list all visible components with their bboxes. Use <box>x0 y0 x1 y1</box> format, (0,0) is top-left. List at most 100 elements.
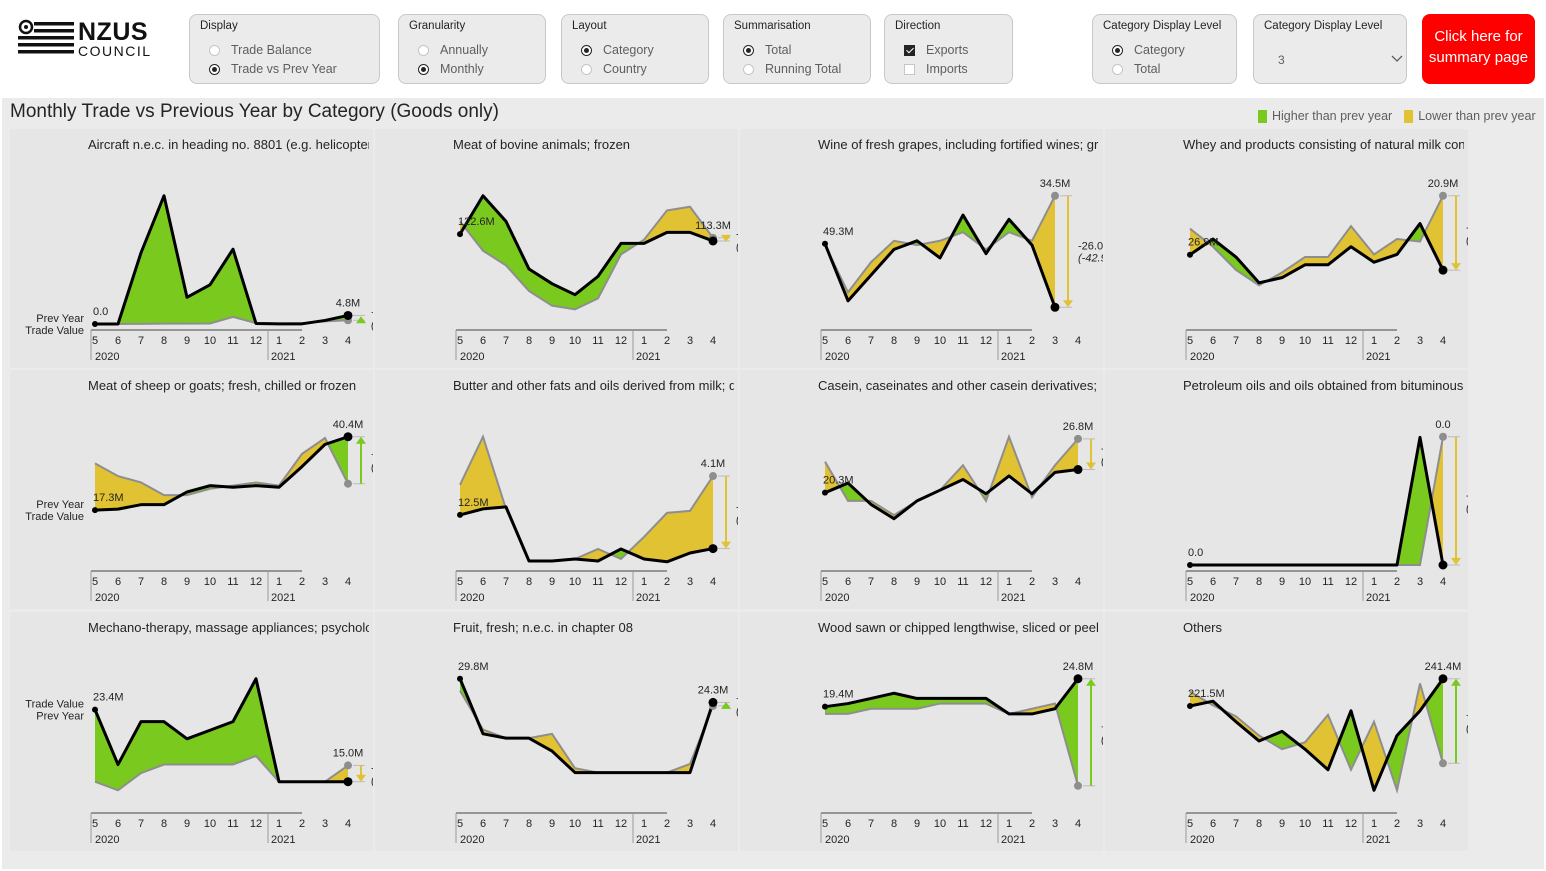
trade-value-end-marker <box>708 544 718 554</box>
chart-title: Casein, caseinates and other casein deri… <box>818 378 1103 393</box>
category-chart-panel[interactable]: Aircraft n.e.c. in heading no. 8801 (e.g… <box>10 129 373 368</box>
year-label: 2021 <box>271 592 295 604</box>
x-tick-label: 2 <box>1029 818 1035 830</box>
category-chart-panel[interactable]: Fruit, fresh; n.e.c. in chapter 08 +759.9… <box>375 612 738 851</box>
trade-value-start-marker <box>822 703 828 710</box>
slicer-option-country[interactable]: Country <box>581 60 647 78</box>
radio-checked-icon[interactable] <box>418 63 429 75</box>
category-chart-panel[interactable]: Meat of sheep or goats; fresh, chilled o… <box>10 370 373 609</box>
difference-area <box>1374 721 1387 791</box>
higher-swatch-icon <box>1258 109 1267 123</box>
radio-checked-icon[interactable] <box>581 44 592 56</box>
slicer-option-label: Trade vs Prev Year <box>231 62 337 76</box>
slicer-option-exports[interactable]: Exports <box>904 41 968 59</box>
trade-chart: Aircraft n.e.c. in heading no. 8801 (e.g… <box>25 137 373 363</box>
category-chart-panel[interactable]: Casein, caseinates and other casein deri… <box>740 370 1103 609</box>
x-tick-label: 1 <box>1371 818 1377 830</box>
slicer-option-label: Imports <box>926 62 968 76</box>
category-level-dropdown[interactable]: 3 <box>1264 49 1416 71</box>
x-tick-label: 11 <box>1322 576 1333 588</box>
delta-up-arrow-icon <box>1086 678 1096 686</box>
delta-percent: (-42.9%) <box>1078 253 1103 265</box>
x-tick-label: 8 <box>891 576 897 588</box>
difference-area <box>917 698 940 709</box>
lower-swatch-icon <box>1404 109 1414 123</box>
slicer-option-category[interactable]: Category <box>1112 41 1185 59</box>
slicer-option-total[interactable]: Total <box>1112 60 1160 78</box>
slicer-title: Summarisation <box>734 20 811 32</box>
trade-chart: Wine of fresh grapes, including fortifie… <box>818 137 1103 363</box>
difference-area <box>506 221 529 292</box>
category-chart-panel[interactable]: Wine of fresh grapes, including fortifie… <box>740 129 1103 368</box>
x-tick-label: 6 <box>845 576 851 588</box>
radio-unchecked-icon[interactable] <box>418 44 429 56</box>
slicer-title: Layout <box>572 20 607 32</box>
x-tick-label: 9 <box>549 576 555 588</box>
radio-unchecked-icon[interactable] <box>743 63 754 75</box>
x-tick-label: 5 <box>1187 818 1193 830</box>
x-tick-label: 10 <box>934 576 946 588</box>
x-tick-label: 1 <box>1006 335 1012 347</box>
difference-area <box>989 436 1009 492</box>
checkbox-checked-icon[interactable] <box>904 44 915 56</box>
delta-value: +14.8M <box>371 449 373 461</box>
x-tick-label: 2 <box>1394 335 1400 347</box>
checkbox-unchecked-icon[interactable] <box>904 63 915 75</box>
category-chart-panel[interactable]: Mechano-therapy, massage appliances; psy… <box>10 612 373 851</box>
summary-button-line2: summary page <box>1428 49 1529 66</box>
previous-year-end-marker <box>709 472 717 481</box>
trade-value-start-marker <box>1187 562 1193 568</box>
x-tick-label: 2 <box>664 335 670 347</box>
slicer-option-running-total[interactable]: Running Total <box>743 60 841 78</box>
category-chart-panel[interactable]: Wood sawn or chipped lengthwise, sliced … <box>740 612 1103 851</box>
radio-unchecked-icon[interactable] <box>209 44 220 56</box>
trade-chart: Whey and products consisting of natural … <box>1183 137 1468 363</box>
last-value-label: 113.3M <box>695 220 731 232</box>
slicer-option-trade-vs-prev-year[interactable]: Trade vs Prev Year <box>209 60 337 78</box>
x-tick-label: 1 <box>1371 576 1377 588</box>
radio-checked-icon[interactable] <box>743 44 754 56</box>
row-label-bottom: Prev Year <box>36 711 84 723</box>
difference-area <box>1328 226 1351 265</box>
x-tick-label: 7 <box>503 576 509 588</box>
slicer-option-trade-balance[interactable]: Trade Balance <box>209 41 312 59</box>
x-tick-label: 10 <box>204 335 216 347</box>
difference-area <box>164 721 187 765</box>
summary-page-button[interactable]: Click here for summary page <box>1422 14 1535 84</box>
category-chart-panel[interactable]: Butter and other fats and oils derived f… <box>375 370 738 609</box>
slicer-option-label: Monthly <box>440 62 484 76</box>
delta-down-arrow-icon <box>356 774 366 782</box>
slicer-option-annually[interactable]: Annually <box>418 41 488 59</box>
trade-chart: Casein, caseinates and other casein deri… <box>818 378 1103 604</box>
category-chart-panel[interactable]: Petroleum oils and oils obtained from bi… <box>1105 370 1468 609</box>
trade-value-start-marker <box>457 675 463 682</box>
slicer-option-category[interactable]: Category <box>581 41 654 59</box>
x-tick-label: 9 <box>1279 335 1285 347</box>
slicer-option-imports[interactable]: Imports <box>904 60 968 78</box>
x-tick-label: 10 <box>569 335 581 347</box>
x-tick-label: 8 <box>161 576 167 588</box>
category-chart-panel[interactable]: Others +61.7M(+34.4%) 221.5M 241.4M 5 6 7 8 9 10 1… <box>1105 612 1468 851</box>
difference-area <box>141 482 164 505</box>
difference-area <box>1361 721 1374 791</box>
category-chart-panel[interactable]: Whey and products consisting of natural … <box>1105 129 1468 368</box>
slicer-option-monthly[interactable]: Monthly <box>418 60 484 78</box>
slicer-option-total[interactable]: Total <box>743 41 791 59</box>
radio-unchecked-icon[interactable] <box>1112 63 1123 75</box>
delta-percent: (-3.7%) <box>736 240 738 252</box>
x-tick-label: 5 <box>457 818 463 830</box>
last-value-label: 26.8M <box>1063 421 1094 433</box>
x-tick-label: 7 <box>1233 818 1239 830</box>
x-tick-label: 11 <box>592 335 603 347</box>
delta-percent: (-81.6%) <box>736 513 738 525</box>
radio-checked-icon[interactable] <box>209 63 220 75</box>
radio-checked-icon[interactable] <box>1112 44 1123 56</box>
difference-area <box>118 721 141 791</box>
x-tick-label: 10 <box>204 818 216 830</box>
radio-unchecked-icon[interactable] <box>581 63 592 75</box>
category-chart-panel[interactable]: Meat of bovine animals; frozen -4.3M(-3.7… <box>375 129 738 368</box>
delta-percent: (-11.3%) <box>371 775 373 787</box>
slicer-option-label: Country <box>603 62 647 76</box>
last-value-label: 40.4M <box>333 419 364 431</box>
chart-title: Fruit, fresh; n.e.c. in chapter 08 <box>453 620 633 635</box>
